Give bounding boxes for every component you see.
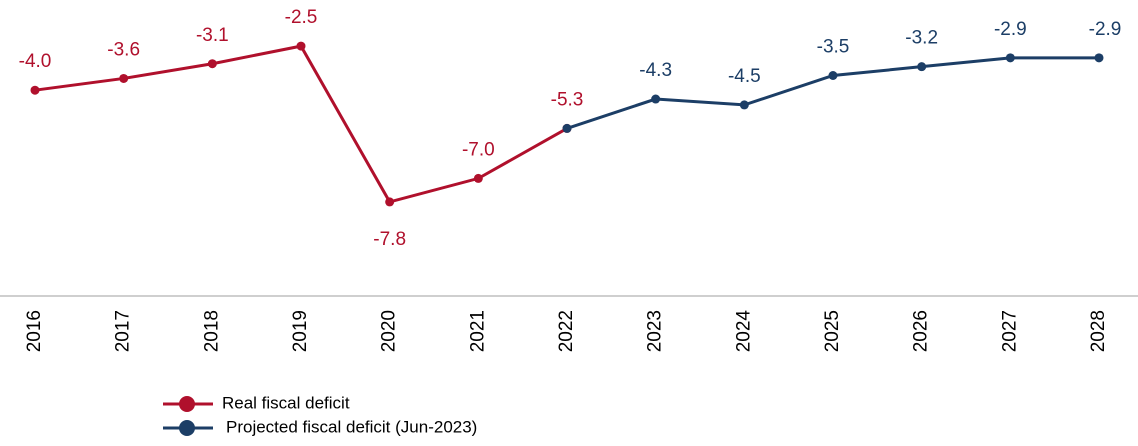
data-point [30,85,40,95]
x-tick-label: 2019 [290,310,311,352]
data-point [385,197,395,207]
legend-marker [179,396,195,412]
data-point [473,173,483,183]
data-label: -2.5 [285,7,318,28]
data-label: -3.6 [107,39,140,60]
data-label: -4.5 [728,66,761,87]
data-point [207,59,217,69]
x-tick-label: 2017 [113,310,134,352]
data-point [296,41,306,51]
x-tick-label: 2028 [1088,310,1109,352]
x-tick-label: 2021 [467,310,488,352]
data-point [739,100,749,110]
data-label: -7.0 [462,139,495,160]
x-tick-label: 2027 [999,310,1020,352]
legend-label: Projected fiscal deficit (Jun-2023) [226,417,477,436]
data-label: -3.1 [196,25,229,46]
data-point [828,71,838,80]
data-label: -4.3 [639,60,672,81]
data-label: -4.0 [19,51,52,72]
x-tick-label: 2023 [645,310,666,352]
x-tick-label: 2018 [201,310,222,352]
x-tick-label: 2020 [379,310,400,352]
data-label: -3.2 [905,28,938,49]
x-tick-label: 2025 [822,310,843,352]
series-line [34,44,568,204]
data-point [651,94,661,104]
data-point [1005,53,1015,63]
data-point [1094,53,1104,63]
data-point [562,123,572,133]
x-tick-label: 2024 [733,310,754,353]
data-label: -5.3 [551,89,584,110]
legend-marker [179,420,195,436]
data-label: -3.5 [817,37,850,58]
data-point [917,62,927,72]
data-point [119,73,129,83]
data-label: -2.9 [994,19,1027,40]
data-label: -2.9 [1089,19,1122,40]
x-tick-label: 2026 [911,310,932,352]
x-tick-label: 2016 [24,310,45,352]
data-label: -7.8 [373,229,406,250]
x-tick-label: 2022 [556,310,577,352]
legend-label: Real fiscal deficit [222,393,350,412]
